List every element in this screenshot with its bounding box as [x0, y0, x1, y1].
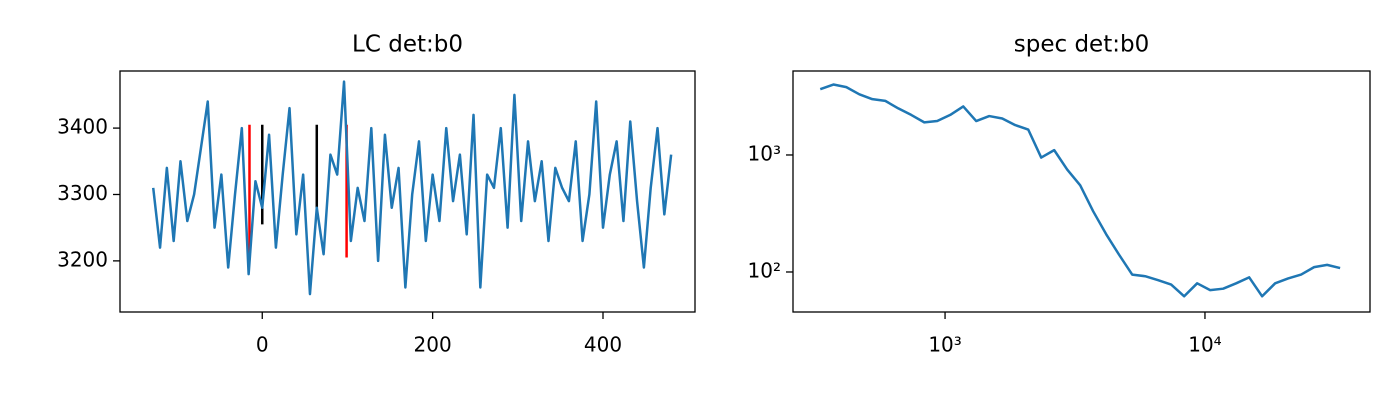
x-tick-label: 400 [584, 333, 622, 357]
axes-frame [792, 70, 1371, 313]
data-line [819, 83, 1341, 298]
y-tick-label: 3400 [57, 115, 108, 139]
x-tick-label: 10³ [928, 333, 961, 357]
chart-title: spec det:b0 [1014, 32, 1149, 58]
y-tick-label: 3200 [57, 247, 108, 271]
y-tick-label: 3300 [57, 181, 108, 205]
y-tick-label: 10³ [748, 141, 781, 165]
y-tick-label: 10² [748, 258, 781, 282]
axes-frame [119, 70, 696, 313]
x-tick-label: 10⁴ [1188, 333, 1221, 357]
x-tick-label: 0 [256, 333, 269, 357]
chart-title: LC det:b0 [352, 32, 463, 58]
x-tick-label: 200 [414, 333, 452, 357]
data-line [151, 80, 673, 296]
